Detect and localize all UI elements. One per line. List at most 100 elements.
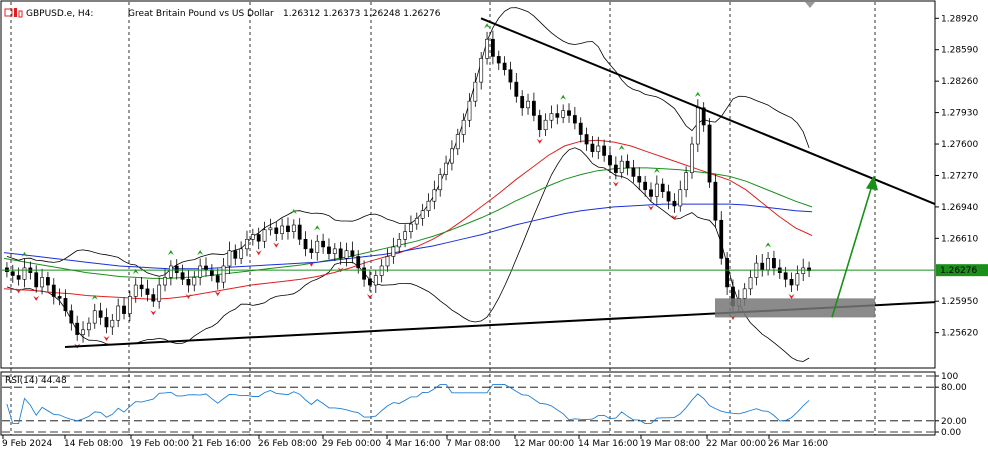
candle-bull — [695, 107, 700, 145]
candle-bull — [414, 218, 419, 225]
candle-bull — [766, 258, 770, 271]
candle-bear — [508, 69, 513, 83]
candle-bear — [520, 96, 525, 109]
candle-bear — [725, 258, 730, 288]
fractal-down-icon — [671, 214, 678, 220]
candle-bull — [391, 246, 396, 257]
candle-bear — [496, 56, 501, 64]
fractal-down-icon — [308, 261, 315, 267]
candle-bear — [104, 317, 109, 328]
candle-bear — [631, 167, 636, 177]
annotations[interactable] — [2, 17, 936, 348]
candle-bear — [613, 164, 618, 173]
candle-bull — [467, 100, 472, 121]
candle-bull — [133, 284, 138, 297]
main-pane-frame — [0, 0, 936, 369]
candle-bear — [537, 115, 542, 131]
candle-bull — [420, 210, 425, 219]
candle-bear — [602, 145, 607, 156]
candle-bull — [479, 57, 484, 83]
candle-bear — [174, 265, 179, 273]
candle-bull — [198, 265, 203, 278]
candle-bear — [75, 322, 80, 335]
candle-bear — [51, 284, 56, 297]
candle-bull — [409, 223, 413, 232]
candle-bear — [46, 277, 50, 286]
candle-bear — [297, 224, 302, 240]
time-tick-label: 14 Mar 16:00 — [578, 439, 638, 449]
moving-averages — [3, 139, 813, 300]
candle-bull — [543, 119, 548, 131]
candle-bear — [660, 183, 665, 192]
candle-bear — [256, 234, 261, 242]
candle-bear — [772, 258, 776, 269]
candle-bear — [321, 240, 326, 248]
candle-bull — [397, 239, 402, 248]
candle-bear — [608, 155, 612, 166]
fractal-up-icon — [21, 251, 28, 257]
candle-bear — [531, 100, 536, 116]
time-tick-label: 9 Feb 2024 — [2, 439, 53, 449]
candle-bull — [280, 225, 285, 234]
chart-header: GBPUSD.e, H4: Great Britain Pound vs US … — [4, 2, 815, 19]
candle-bull — [549, 113, 554, 121]
candle-bull — [40, 277, 44, 288]
scroll-marker-icon[interactable] — [805, 2, 815, 8]
candle-bear — [672, 200, 677, 207]
candle-bear — [327, 246, 331, 254]
candle-bear — [286, 225, 290, 232]
price-tick-label: 1.28920 — [941, 14, 978, 24]
rsi-level-label: 100 — [941, 372, 958, 382]
candle-bear — [701, 107, 706, 126]
fractal-down-icon — [536, 138, 543, 144]
candle-bull — [561, 110, 566, 118]
candle-bear — [63, 298, 68, 312]
time-tick-label: 26 Feb 08:00 — [258, 439, 317, 449]
candle-bear — [789, 279, 794, 286]
fractal-up-icon — [765, 242, 772, 248]
candle-bear — [584, 134, 589, 145]
candle-bear — [625, 160, 630, 169]
candle-bear — [151, 294, 156, 302]
fractal-down-icon — [273, 242, 280, 248]
candle-bear — [215, 275, 220, 283]
candle-bull — [485, 38, 489, 59]
candle-bear — [338, 248, 343, 259]
bb-upper — [6, 7, 810, 277]
bar-icon-2 — [18, 10, 23, 18]
time-tick-label: 21 Feb 16:00 — [192, 439, 251, 449]
current-price-label: 1.26276 — [940, 266, 977, 276]
candle-bull — [92, 310, 97, 324]
candle-bear — [490, 38, 495, 57]
candle-bear — [368, 279, 372, 286]
fractal-up-icon — [560, 94, 567, 100]
candle-bear — [16, 275, 21, 280]
candle-bear — [356, 256, 361, 269]
candle-bear — [180, 272, 185, 280]
price-tick-label: 1.28260 — [941, 77, 978, 87]
candle-bear — [139, 284, 144, 290]
candle-bear — [362, 267, 366, 280]
candle-bull — [250, 234, 255, 240]
time-tick-label: 26 Mar 16:00 — [768, 439, 828, 449]
candle-bear — [578, 122, 583, 135]
price-tick-label: 1.26610 — [941, 234, 978, 244]
candle-bull — [22, 267, 27, 280]
fractal-down-icon — [255, 250, 262, 256]
candle-bear — [567, 110, 571, 116]
candle-bear — [10, 271, 15, 276]
candle-bull — [801, 267, 806, 274]
fractal-down-icon — [647, 205, 654, 211]
fractal-up-icon — [167, 249, 174, 255]
candle-bull — [291, 224, 296, 232]
candle-bear — [643, 181, 648, 191]
candle-bear — [57, 296, 62, 299]
candle-bull — [157, 284, 162, 302]
candle-bear — [502, 62, 507, 71]
ma-blue — [3, 203, 813, 270]
symbol-icon — [4, 8, 13, 17]
candle-bear — [186, 279, 191, 286]
candle-bear — [303, 239, 308, 250]
